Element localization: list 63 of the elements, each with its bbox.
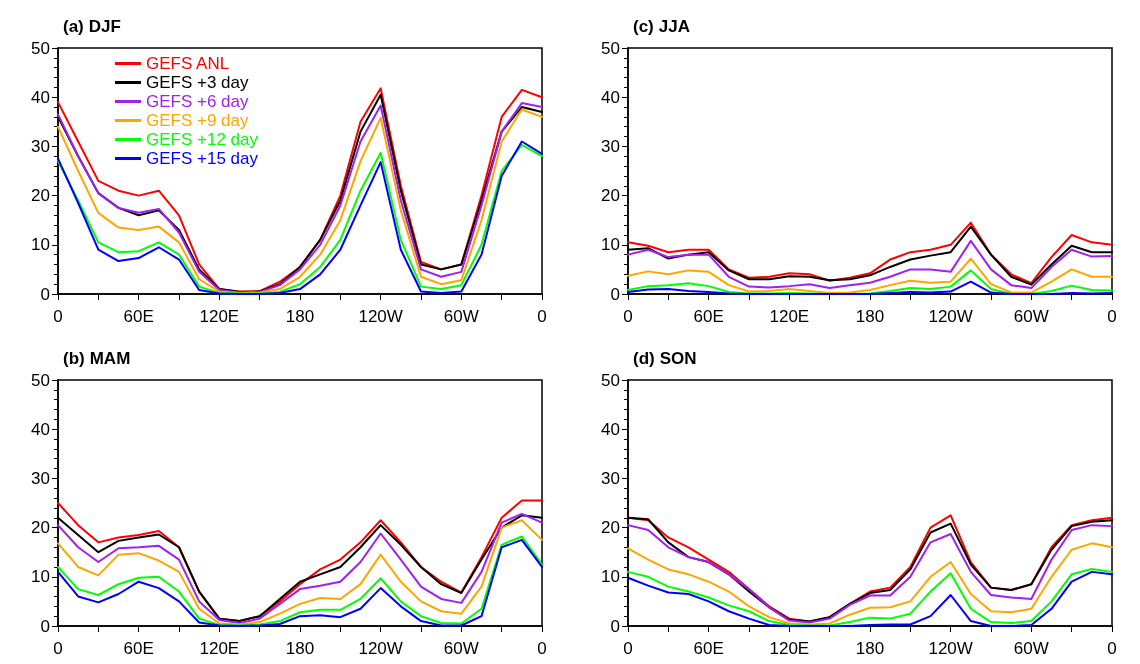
legend-label: GEFS +15 day (146, 149, 259, 168)
y-tick-label: 50 (601, 370, 620, 390)
x-tick-label: 0 (623, 639, 633, 658)
x-tick-label: 120E (199, 307, 240, 326)
y-tick-label: 40 (601, 87, 620, 107)
y-tick-label: 0 (40, 616, 50, 636)
x-tick-label: 180 (855, 307, 885, 326)
x-tick-label: 0 (1107, 307, 1117, 326)
y-tick-label: 20 (31, 186, 50, 206)
x-tick-label: 120E (769, 639, 810, 658)
x-tick-label: 60E (693, 639, 724, 658)
y-tick-label: 50 (601, 38, 620, 58)
y-tick-label: 0 (40, 284, 50, 304)
y-tick-label: 30 (601, 136, 620, 156)
x-tick-label: 60W (443, 639, 479, 658)
y-tick-label: 50 (31, 370, 50, 390)
chart-title: (b) MAM (63, 348, 131, 368)
y-tick-label: 30 (601, 468, 620, 488)
y-tick-label: 40 (31, 419, 50, 439)
x-tick-label: 0 (1107, 639, 1117, 658)
x-tick-label: 120W (358, 307, 403, 326)
x-tick-label: 60E (123, 307, 154, 326)
legend-label: GEFS +12 day (146, 130, 259, 149)
y-tick-label: 0 (610, 284, 620, 304)
x-tick-label: 0 (623, 307, 633, 326)
y-tick-label: 30 (31, 136, 50, 156)
y-tick-label: 10 (601, 567, 620, 587)
x-tick-label: 180 (285, 307, 315, 326)
x-tick-label: 0 (53, 307, 63, 326)
chart-title: (c) JJA (633, 16, 690, 36)
y-tick-label: 20 (601, 186, 620, 206)
x-tick-label: 180 (855, 639, 885, 658)
legend-label: GEFS +3 day (146, 73, 250, 92)
y-tick-label: 50 (31, 38, 50, 58)
legend-label: GEFS +9 day (146, 111, 250, 130)
line-series (627, 239, 1113, 290)
y-tick-label: 0 (610, 616, 620, 636)
x-tick-label: 180 (285, 639, 315, 658)
chart-title: (a) DJF (63, 16, 121, 36)
chart-title: (d) SON (633, 348, 697, 368)
x-tick-label: 0 (537, 307, 547, 326)
x-tick-label: 120W (928, 639, 973, 658)
x-tick-label: 60E (123, 639, 154, 658)
x-tick-label: 120W (928, 307, 973, 326)
x-tick-label: 60W (443, 307, 479, 326)
x-tick-label: 120E (199, 639, 240, 658)
y-tick-label: 20 (601, 518, 620, 538)
x-tick-label: 60W (1013, 307, 1049, 326)
y-tick-label: 10 (601, 235, 620, 255)
y-tick-label: 20 (31, 518, 50, 538)
x-tick-label: 60E (693, 307, 724, 326)
legend-label: GEFS +6 day (146, 92, 250, 111)
y-tick-label: 10 (31, 235, 50, 255)
x-tick-label: 60W (1013, 639, 1049, 658)
y-tick-label: 30 (31, 468, 50, 488)
x-tick-label: 120W (358, 639, 403, 658)
x-tick-label: 120E (769, 307, 810, 326)
x-tick-label: 0 (53, 639, 63, 658)
legend-label: GEFS ANL (146, 54, 230, 73)
y-tick-label: 10 (31, 567, 50, 587)
x-tick-label: 0 (537, 639, 547, 658)
y-tick-label: 40 (31, 87, 50, 107)
y-tick-label: 40 (601, 419, 620, 439)
